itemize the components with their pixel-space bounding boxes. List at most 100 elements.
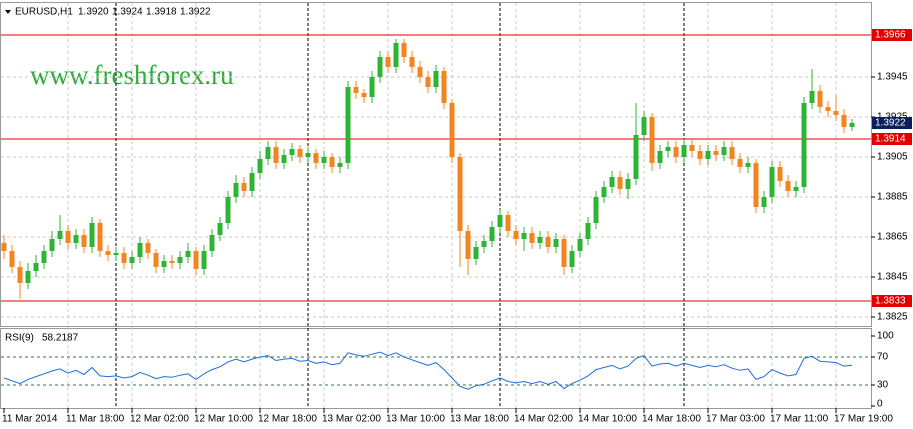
y-tick-label: 1.3825 <box>877 312 908 323</box>
y-tick-label: 1.3865 <box>877 232 908 243</box>
menu-arrow <box>5 10 11 14</box>
x-tick-label: 17 Mar 03:00 <box>706 414 765 425</box>
symbol-title: EURUSD,H1 <box>15 7 73 18</box>
candle-body <box>361 93 367 97</box>
candle-body <box>833 111 839 115</box>
candle-body <box>521 233 527 239</box>
candle-body <box>465 231 471 259</box>
candle-body <box>585 223 591 239</box>
y-tick-label: 1.3905 <box>877 152 908 163</box>
x-tick-label: 13 Mar 10:00 <box>386 414 445 425</box>
candle-body <box>41 251 47 263</box>
ohlc-label: 1.3920 <box>78 7 109 18</box>
ohlc-label: 1.3918 <box>146 7 177 18</box>
candle-body <box>305 153 311 157</box>
candle-body <box>25 271 31 283</box>
candle-body <box>553 239 559 247</box>
y-tick-label: 30 <box>877 380 889 391</box>
x-tick-label: 14 Mar 10:00 <box>578 414 637 425</box>
candle-body <box>481 241 487 247</box>
ohlc-label: 1.3924 <box>112 7 143 18</box>
candle-body <box>441 71 447 103</box>
candle-body <box>337 163 343 167</box>
candle-body <box>785 181 791 191</box>
candle-body <box>177 257 183 263</box>
candle-body <box>297 149 303 157</box>
candle-body <box>569 251 575 267</box>
candle-body <box>713 151 719 155</box>
rsi-frame <box>0 328 872 409</box>
candle-body <box>505 215 511 231</box>
candle-body <box>433 71 439 87</box>
candle-body <box>729 147 735 159</box>
candle-body <box>489 227 495 241</box>
candle-body <box>657 151 663 163</box>
candle-body <box>209 235 215 251</box>
rsi-title: RSI(9) <box>5 333 34 344</box>
candle-body <box>601 187 607 197</box>
candle-body <box>409 57 415 67</box>
x-tick-label: 12 Mar 10:00 <box>194 414 253 425</box>
price-label: 1.3922 <box>875 118 906 129</box>
candle-body <box>705 151 711 159</box>
candle-body <box>841 115 847 127</box>
candle-body <box>625 179 631 189</box>
y-tick-label: 1.3885 <box>877 192 908 203</box>
candle-body <box>721 147 727 155</box>
level-label-box <box>872 29 912 41</box>
candle-body <box>345 87 351 163</box>
candle-body <box>369 77 375 97</box>
candle-body <box>545 237 551 247</box>
candle-body <box>113 253 119 255</box>
candle-body <box>449 103 455 157</box>
x-tick-label: 11 Mar 18:00 <box>66 414 125 425</box>
candle-body <box>689 145 695 151</box>
x-tick-label: 14 Mar 18:00 <box>642 414 701 425</box>
ohlc-label: 1.3922 <box>180 7 211 18</box>
y-tick-label: 1.3845 <box>877 272 908 283</box>
x-tick-label: 17 Mar 11:00 <box>770 414 829 425</box>
candle-body <box>17 267 23 283</box>
candle-body <box>161 261 167 267</box>
candle-body <box>737 159 743 167</box>
candle-body <box>537 237 543 243</box>
candle-body <box>801 103 807 187</box>
candle-body <box>777 167 783 181</box>
rsi-value: 58.2187 <box>42 333 79 344</box>
candle-body <box>329 157 335 167</box>
candle-body <box>9 251 15 267</box>
candle-body <box>225 197 231 223</box>
candle-body <box>289 149 295 155</box>
candle-body <box>401 43 407 57</box>
candle-body <box>809 91 815 103</box>
candle-body <box>201 251 207 269</box>
candle-body <box>393 43 399 67</box>
y-tick-label: 0 <box>877 399 883 410</box>
x-tick-label: 17 Mar 19:00 <box>834 414 893 425</box>
candle-body <box>233 183 239 197</box>
candle-body <box>121 253 127 263</box>
candle-body <box>425 77 431 87</box>
candle-body <box>377 57 383 77</box>
candle-body <box>353 87 359 93</box>
candle-body <box>217 223 223 235</box>
candle-body <box>273 147 279 163</box>
candle-body <box>457 157 463 231</box>
x-tick-label: 11 Mar 2014 <box>2 414 58 425</box>
candle-body <box>241 183 247 191</box>
candle-body <box>33 263 39 271</box>
candle-body <box>265 147 271 159</box>
candle-body <box>73 235 79 243</box>
candle-body <box>609 177 615 187</box>
rsi-line <box>3 351 853 390</box>
candle-body <box>249 173 255 191</box>
candle-body <box>577 239 583 251</box>
candle-body <box>105 251 111 255</box>
candle-body <box>673 147 679 157</box>
level-label-box <box>872 295 912 307</box>
candle-body <box>681 145 687 157</box>
candle-body <box>529 233 535 243</box>
candle-body <box>697 151 703 159</box>
candle-body <box>417 67 423 77</box>
